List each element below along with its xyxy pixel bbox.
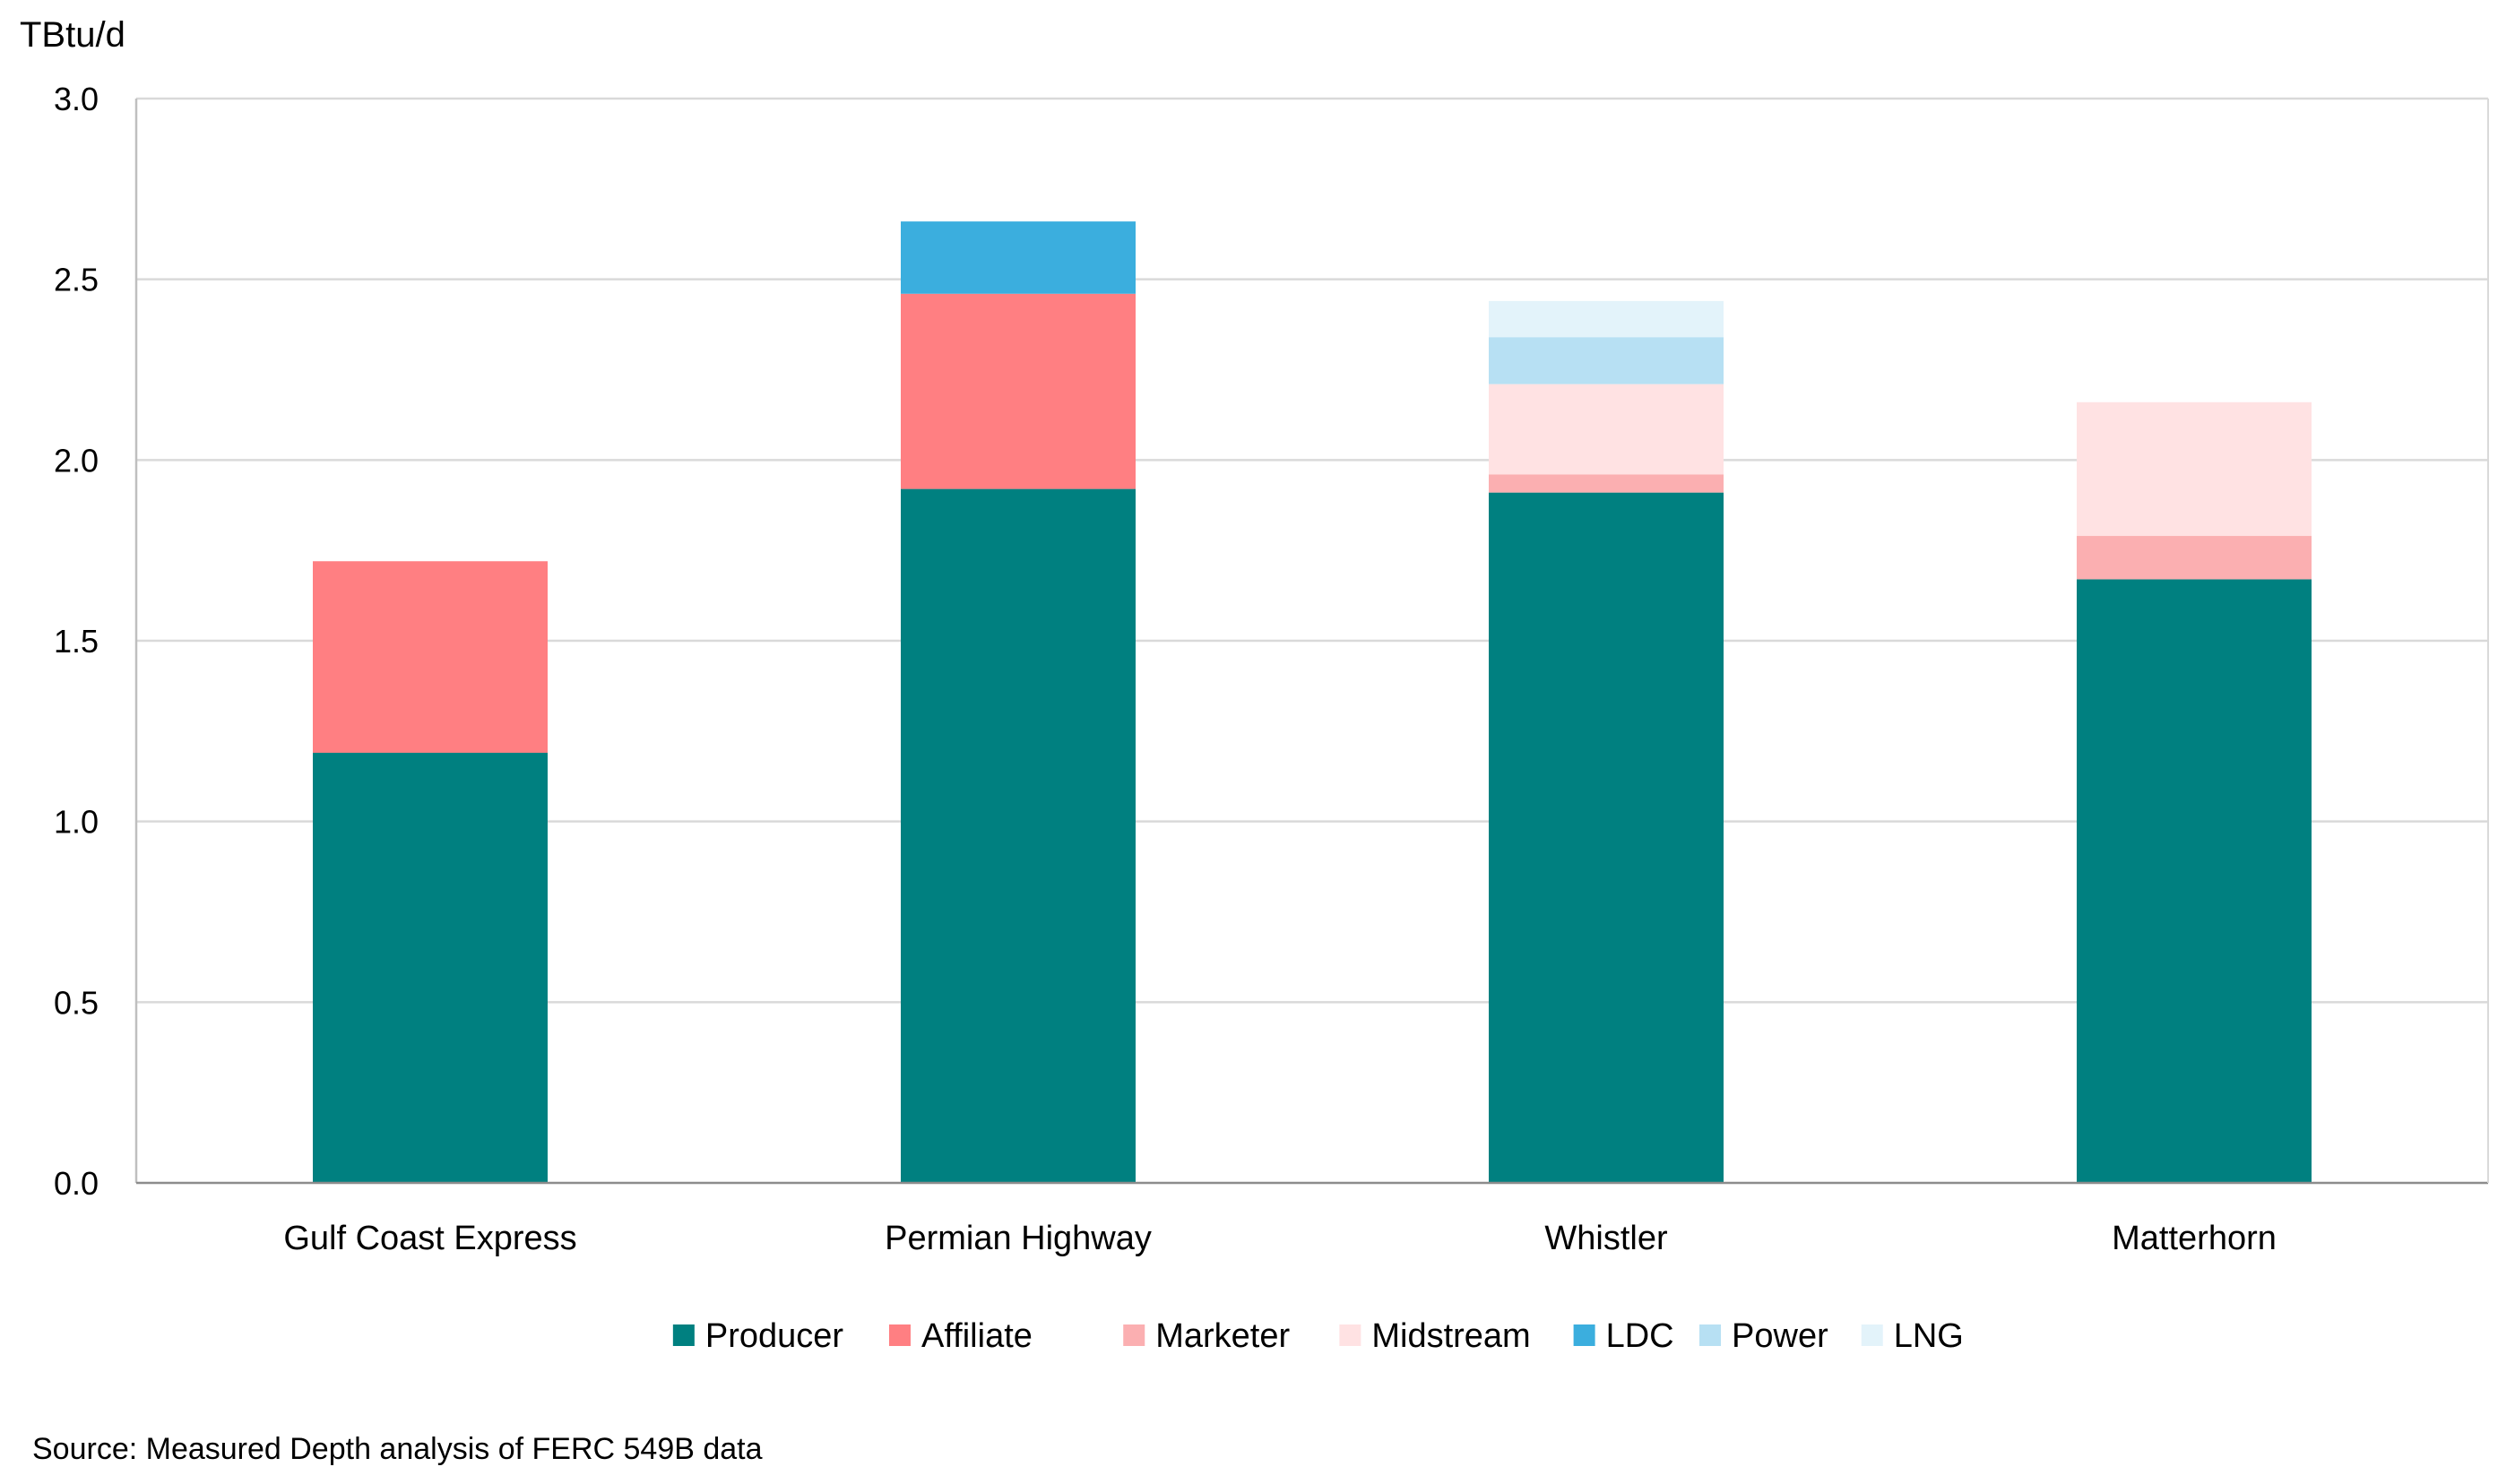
legend-swatch bbox=[1573, 1324, 1595, 1346]
legend-label: Affiliate bbox=[921, 1317, 1033, 1355]
legend-swatch bbox=[1123, 1324, 1145, 1346]
y-tick-label: 2.0 bbox=[54, 442, 99, 479]
bar-segment-marketer bbox=[2077, 536, 2312, 580]
legend-swatch bbox=[1339, 1324, 1361, 1346]
bar-segment-producer bbox=[901, 488, 1136, 1183]
y-tick-label: 0.0 bbox=[54, 1165, 99, 1202]
y-tick-label: 0.5 bbox=[54, 984, 99, 1021]
legend-label: Midstream bbox=[1371, 1317, 1530, 1355]
legend-item-power: Power bbox=[1699, 1317, 1828, 1355]
axes bbox=[134, 99, 2489, 1185]
x-category-label: Matterhorn bbox=[2112, 1220, 2277, 1257]
legend-label: Marketer bbox=[1155, 1317, 1290, 1355]
x-axis-categories: Gulf Coast Express Permian Highway Whistle… bbox=[283, 1220, 2277, 1257]
legend-item-marketer: Marketer bbox=[1123, 1317, 1290, 1355]
bar-segment-midstream bbox=[1489, 384, 1724, 475]
x-category-label: Gulf Coast Express bbox=[283, 1220, 576, 1257]
bar-segment-producer bbox=[1489, 492, 1724, 1183]
bar-segment-producer bbox=[2077, 579, 2312, 1183]
legend-swatch bbox=[672, 1324, 695, 1346]
y-axis-ticks: 0.0 0.5 1.0 1.5 2.0 2.5 3.0 bbox=[54, 81, 99, 1202]
bar-segment-power bbox=[1489, 337, 1724, 384]
y-tick-label: 1.5 bbox=[54, 623, 99, 660]
legend-item-producer: Producer bbox=[672, 1317, 844, 1355]
y-tick-label: 1.0 bbox=[54, 804, 99, 841]
bar-segment-ldc bbox=[901, 221, 1136, 294]
legend-swatch bbox=[1861, 1324, 1883, 1346]
legend-swatch bbox=[888, 1324, 911, 1346]
x-category-label: Whistler bbox=[1544, 1220, 1668, 1257]
bar-segment-midstream bbox=[2077, 401, 2312, 537]
legend-label: Producer bbox=[705, 1317, 844, 1355]
y-axis-label: TBtu/d bbox=[20, 15, 125, 55]
legend-label: LNG bbox=[1894, 1317, 1964, 1355]
legend-label: Power bbox=[1732, 1317, 1828, 1355]
bar-segment-lng bbox=[1489, 300, 1724, 338]
legend-swatch bbox=[1699, 1324, 1722, 1346]
legend-item-lng: LNG bbox=[1861, 1317, 1964, 1355]
bars bbox=[313, 221, 2312, 1183]
x-category-label: Permian Highway bbox=[885, 1220, 1152, 1257]
bar-segment-marketer bbox=[1489, 474, 1724, 493]
legend-item-affiliate: Affiliate bbox=[888, 1317, 1033, 1355]
legend: Producer Affiliate Marketer Midstream LDC Pow… bbox=[672, 1317, 1964, 1355]
bar-segment-affiliate bbox=[313, 561, 548, 754]
source-note: Source: Measured Depth analysis of FERC … bbox=[32, 1432, 763, 1466]
bar-segment-affiliate bbox=[901, 293, 1136, 489]
y-tick-label: 3.0 bbox=[54, 81, 99, 117]
legend-item-ldc: LDC bbox=[1573, 1317, 1674, 1355]
legend-item-midstream: Midstream bbox=[1339, 1317, 1531, 1355]
y-tick-label: 2.5 bbox=[54, 262, 99, 298]
bar-segment-producer bbox=[313, 753, 548, 1183]
legend-label: LDC bbox=[1606, 1317, 1674, 1355]
